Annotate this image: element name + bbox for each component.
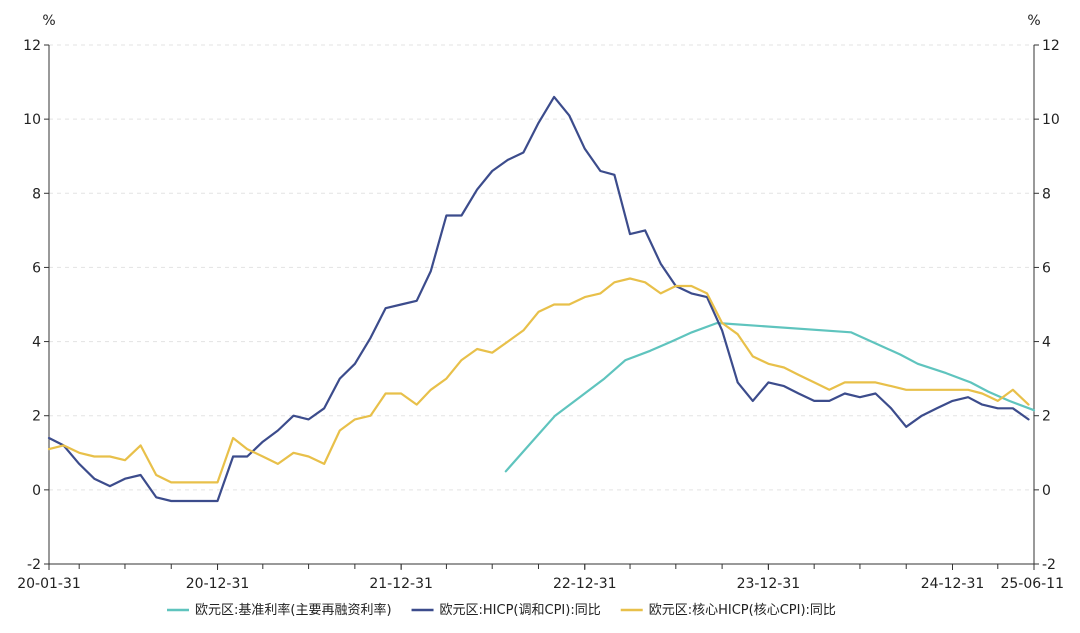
y-tick-label-left: 2 (32, 409, 41, 425)
axes: -2 -2 0 0 2 2 4 4 6 6 8 8 10 10 12 12% % 20-01-31 20-12-31… (17, 13, 1064, 592)
y-tick-label-right: 8 (1042, 186, 1051, 202)
y-tick-label-right: -2 (1042, 557, 1056, 573)
legend-item-1: 欧元区:基准利率(主要再融资利率) (167, 602, 392, 618)
series-line-3 (47, 277, 1030, 484)
x-tick-label: 21-12-31 (369, 576, 433, 592)
y-unit-left: % (42, 13, 55, 29)
y-tick-label-left: 8 (32, 186, 41, 202)
gridlines (49, 44, 1034, 491)
x-tick-label: 24-12-31 (921, 576, 985, 592)
series-line-1 (504, 321, 1036, 473)
y-tick-label-left: 0 (32, 483, 41, 499)
y-tick-label-right: 6 (1042, 260, 1051, 276)
x-tick-label: 20-12-31 (186, 576, 250, 592)
y-tick-label-right: 12 (1042, 38, 1060, 54)
y-tick-label-left: 6 (32, 260, 41, 276)
y-tick-label-left: -2 (27, 557, 41, 573)
legend: 欧元区:基准利率(主要再融资利率) 欧元区:HICP(调和CPI):同比 欧元区:核… (167, 602, 836, 618)
y-tick-label-right: 4 (1042, 335, 1051, 351)
x-tick-label: 20-01-31 (17, 576, 81, 592)
legend-label: 欧元区:HICP(调和CPI):同比 (440, 603, 601, 618)
x-tick-label: 25-06-11 (1000, 576, 1064, 592)
legend-label: 欧元区:核心HICP(核心CPI):同比 (649, 603, 836, 618)
legend-item-2: 欧元区:HICP(调和CPI):同比 (411, 603, 601, 618)
y-tick-label-right: 2 (1042, 409, 1051, 425)
y-tick-label-right: 10 (1042, 112, 1060, 128)
legend-item-3: 欧元区:核心HICP(核心CPI):同比 (620, 603, 836, 618)
series-line-2 (47, 95, 1030, 503)
y-tick-label-left: 10 (23, 112, 41, 128)
x-tick-label: 22-12-31 (553, 576, 617, 592)
legend-label: 欧元区:基准利率(主要再融资利率) (195, 602, 392, 618)
y-tick-label-left: 12 (23, 38, 41, 54)
x-tick-label: 23-12-31 (737, 576, 801, 592)
y-unit-right: % (1027, 13, 1040, 29)
y-tick-label-right: 0 (1042, 483, 1051, 499)
y-tick-label-left: 4 (32, 335, 41, 351)
series-lines (47, 95, 1036, 503)
